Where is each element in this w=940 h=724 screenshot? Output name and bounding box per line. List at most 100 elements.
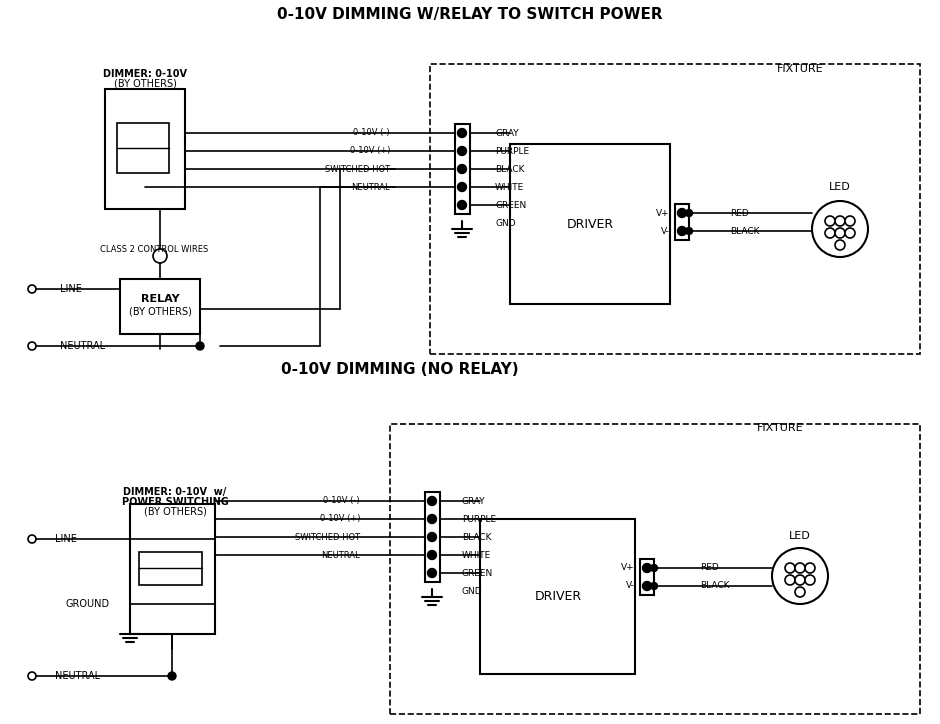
- Text: SWITCHED HOT: SWITCHED HOT: [295, 532, 360, 542]
- Text: (BY OTHERS): (BY OTHERS): [144, 507, 207, 517]
- Bar: [455, 124, 470, 214]
- Text: BLACK: BLACK: [730, 227, 760, 235]
- Circle shape: [428, 550, 436, 560]
- Circle shape: [795, 563, 805, 573]
- Text: PURPLE: PURPLE: [462, 515, 496, 523]
- Bar: [480, 519, 635, 674]
- Text: NEUTRAL: NEUTRAL: [352, 182, 390, 192]
- Circle shape: [28, 342, 36, 350]
- Text: NEUTRAL: NEUTRAL: [321, 550, 360, 560]
- Text: DRIVER: DRIVER: [535, 589, 582, 602]
- Text: LINE: LINE: [55, 534, 77, 544]
- Circle shape: [678, 209, 686, 217]
- Text: GRAY: GRAY: [462, 497, 486, 505]
- Text: 0-10V (+): 0-10V (+): [350, 146, 390, 156]
- Circle shape: [835, 228, 845, 238]
- Circle shape: [168, 672, 176, 680]
- Bar: [120, 279, 200, 334]
- Circle shape: [28, 285, 36, 293]
- Circle shape: [643, 581, 651, 591]
- Circle shape: [153, 249, 167, 263]
- Circle shape: [428, 532, 436, 542]
- Circle shape: [643, 563, 651, 573]
- Circle shape: [835, 216, 845, 226]
- Circle shape: [805, 575, 815, 585]
- Circle shape: [458, 164, 466, 174]
- Circle shape: [28, 535, 36, 543]
- Circle shape: [835, 240, 845, 250]
- Text: LED: LED: [829, 182, 851, 192]
- Text: RELAY: RELAY: [141, 294, 180, 304]
- Text: SWITCHED HOT: SWITCHED HOT: [325, 164, 390, 174]
- Text: BLACK: BLACK: [700, 581, 729, 591]
- Circle shape: [825, 228, 835, 238]
- Bar: [130, 504, 215, 634]
- Text: GROUND: GROUND: [65, 599, 109, 609]
- Text: GRAY: GRAY: [495, 128, 519, 138]
- Circle shape: [812, 201, 868, 257]
- Text: (BY OTHERS): (BY OTHERS): [114, 79, 177, 89]
- Text: RED: RED: [730, 209, 749, 217]
- Text: GND: GND: [462, 587, 482, 597]
- Circle shape: [795, 575, 805, 585]
- Circle shape: [795, 587, 805, 597]
- Circle shape: [678, 227, 686, 235]
- Text: (BY OTHERS): (BY OTHERS): [129, 306, 192, 316]
- Bar: [138, 552, 202, 584]
- Circle shape: [650, 565, 657, 571]
- Circle shape: [685, 227, 693, 235]
- Text: DIMMER: 0-10V: DIMMER: 0-10V: [103, 69, 187, 79]
- Text: RED: RED: [700, 563, 719, 573]
- Bar: [105, 89, 185, 209]
- Text: 0-10V (-): 0-10V (-): [323, 497, 360, 505]
- Text: PURPLE: PURPLE: [495, 146, 529, 156]
- Circle shape: [785, 563, 795, 573]
- Text: V+: V+: [621, 563, 635, 573]
- Circle shape: [458, 128, 466, 138]
- Circle shape: [428, 515, 436, 523]
- Circle shape: [785, 575, 795, 585]
- Bar: [430, 64, 920, 354]
- Text: 0-10V (+): 0-10V (+): [320, 515, 360, 523]
- Text: LED: LED: [789, 531, 811, 541]
- Bar: [640, 559, 654, 595]
- Circle shape: [685, 209, 693, 216]
- Bar: [510, 144, 670, 304]
- Text: CLASS 2 CONTROL WIRES: CLASS 2 CONTROL WIRES: [100, 245, 209, 253]
- Bar: [425, 492, 440, 582]
- Text: 0-10V DIMMING W/RELAY TO SWITCH POWER: 0-10V DIMMING W/RELAY TO SWITCH POWER: [277, 7, 663, 22]
- Text: DRIVER: DRIVER: [567, 217, 614, 230]
- Circle shape: [650, 583, 657, 589]
- Text: 0-10V (-): 0-10V (-): [353, 128, 390, 138]
- Circle shape: [772, 548, 828, 604]
- Circle shape: [805, 563, 815, 573]
- Bar: [117, 122, 169, 173]
- Text: GREEN: GREEN: [495, 201, 526, 209]
- Text: POWER SWITCHING: POWER SWITCHING: [121, 497, 228, 507]
- Text: NEUTRAL: NEUTRAL: [55, 671, 101, 681]
- Circle shape: [28, 672, 36, 680]
- Text: 0-10V DIMMING (NO RELAY): 0-10V DIMMING (NO RELAY): [281, 363, 519, 377]
- Text: V+: V+: [656, 209, 670, 217]
- Text: BLACK: BLACK: [462, 532, 492, 542]
- Bar: [675, 204, 689, 240]
- Circle shape: [845, 216, 855, 226]
- Circle shape: [458, 201, 466, 209]
- Text: WHITE: WHITE: [462, 550, 492, 560]
- Text: FIXTURE: FIXTURE: [757, 423, 804, 433]
- Bar: [390, 424, 920, 714]
- Text: NEUTRAL: NEUTRAL: [60, 341, 105, 351]
- Circle shape: [428, 497, 436, 505]
- Circle shape: [825, 216, 835, 226]
- Circle shape: [458, 182, 466, 192]
- Circle shape: [458, 146, 466, 156]
- Text: BLACK: BLACK: [495, 164, 525, 174]
- Text: WHITE: WHITE: [495, 182, 525, 192]
- Circle shape: [845, 228, 855, 238]
- Text: V-: V-: [626, 581, 635, 591]
- Circle shape: [428, 568, 436, 578]
- Text: GREEN: GREEN: [462, 568, 494, 578]
- Text: FIXTURE: FIXTURE: [776, 64, 823, 74]
- Circle shape: [196, 342, 204, 350]
- Text: GND: GND: [495, 219, 516, 229]
